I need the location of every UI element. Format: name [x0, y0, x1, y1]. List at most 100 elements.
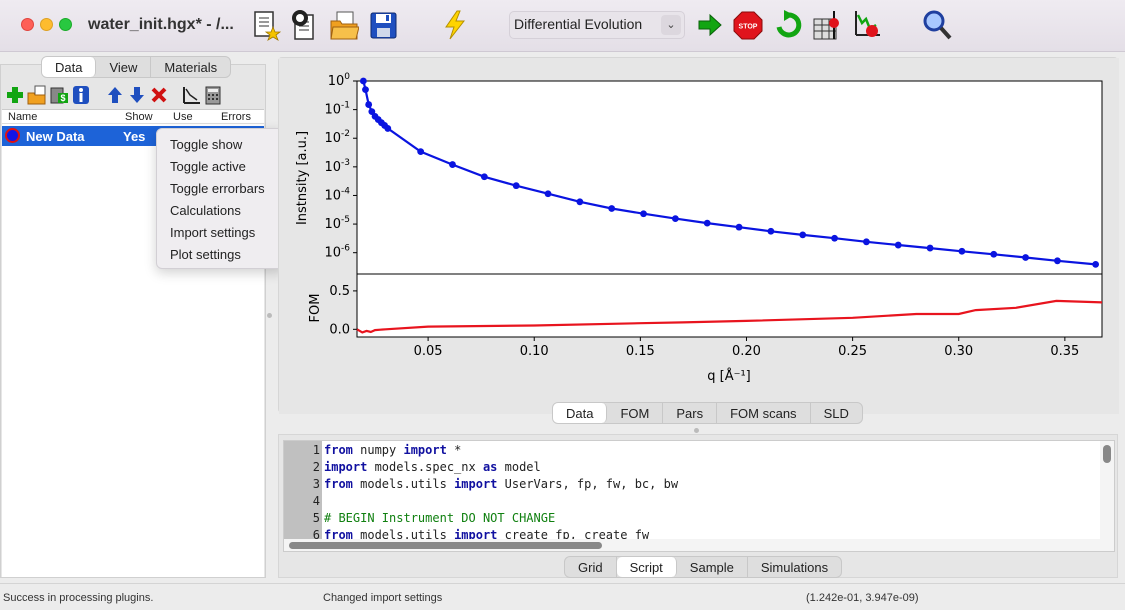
menu-item-calculations[interactable]: Calculations: [170, 203, 241, 218]
x-tick-label: 0.20: [732, 344, 761, 359]
fit-start-icon[interactable]: [696, 9, 726, 41]
stop-icon[interactable]: STOP: [733, 9, 763, 41]
intensity-data-point: [384, 125, 392, 132]
tab-data[interactable]: Data: [42, 57, 97, 77]
intensity-axes-frame: [356, 80, 1103, 275]
line-number-text: 2: [312, 460, 320, 474]
intensity-data-point: [831, 234, 838, 242]
column-use[interactable]: Use: [173, 111, 193, 123]
x-tick-label: 0.15: [626, 344, 655, 359]
intensity-data-point: [544, 190, 552, 198]
add-data-icon[interactable]: [5, 85, 25, 105]
import-data-icon[interactable]: [27, 85, 47, 105]
dataset-name: New Data: [26, 129, 85, 144]
column-name[interactable]: Name: [8, 111, 38, 123]
tab-plot-fom[interactable]: FOM: [607, 403, 664, 423]
delete-data-icon[interactable]: [149, 85, 169, 105]
calculator-icon[interactable]: [203, 85, 223, 105]
intensity-data-point: [894, 241, 902, 249]
move-down-icon[interactable]: [127, 85, 147, 105]
tab-script[interactable]: Script: [616, 557, 677, 577]
title-bar: water_init.hgx* - /... Differential Evol…: [0, 0, 1125, 52]
tab-grid[interactable]: Grid: [565, 557, 617, 577]
intensity-data-point: [926, 244, 934, 252]
editor-vertical-scrollbar[interactable]: [1100, 441, 1114, 551]
tab-materials[interactable]: Materials: [164, 60, 218, 75]
intensity-data-point: [359, 77, 367, 85]
menu-item-toggle-active[interactable]: Toggle active: [170, 159, 246, 174]
tab-sample[interactable]: Sample: [677, 557, 748, 577]
menu-item-plot-settings[interactable]: Plot settings: [170, 247, 241, 262]
scan-parameter-icon[interactable]: [852, 9, 882, 41]
zoom-icon[interactable]: [922, 9, 952, 41]
editor-vertical-scroll-thumb[interactable]: [1103, 445, 1111, 463]
intensity-y-tick-label: 100: [328, 72, 351, 89]
open-model-icon[interactable]: [289, 9, 319, 41]
plot-tabs: Data FOM Pars FOM scans SLD: [552, 402, 863, 424]
code-token: UserVars, fp, fw, bc, bw: [497, 477, 679, 491]
dataset-show-value: Yes: [123, 129, 146, 144]
editor-horizontal-scroll-thumb[interactable]: [289, 542, 602, 549]
intensity-data-point: [671, 215, 679, 223]
code-token: numpy: [352, 443, 404, 457]
intensity-data-point: [608, 205, 616, 212]
code-line[interactable]: from models.utils import UserVars, fp, f…: [324, 477, 678, 494]
menu-item-toggle-show[interactable]: Toggle show: [170, 137, 243, 152]
vertical-splitter-handle[interactable]: [267, 313, 272, 318]
status-bar: Success in processing plugins. Changed i…: [0, 583, 1125, 610]
tab-view[interactable]: View: [96, 57, 152, 77]
move-up-icon[interactable]: [105, 85, 125, 105]
open-folder-icon[interactable]: [329, 9, 360, 41]
simulate-icon[interactable]: [440, 9, 470, 41]
line-number-text: 6: [312, 528, 320, 542]
menu-item-toggle-errorbars[interactable]: Toggle errorbars: [170, 181, 265, 196]
tab-plot-pars[interactable]: Pars: [663, 403, 718, 423]
line-number-text: 4: [312, 494, 320, 508]
code-token: models.utils: [352, 477, 455, 491]
window-title: water_init.hgx* - /...: [88, 16, 234, 33]
left-panel-tabs: Data View Materials: [41, 56, 232, 78]
menu-item-import-settings[interactable]: Import settings: [170, 225, 256, 240]
code-line[interactable]: # BEGIN Instrument DO NOT CHANGE: [324, 511, 555, 528]
script-tabs: Grid Script Sample Simulations: [564, 556, 843, 578]
calculate-errorbars-icon[interactable]: [812, 9, 842, 41]
column-errors[interactable]: Errors: [221, 111, 251, 123]
x-tick-label: 0.05: [414, 344, 443, 359]
algorithm-select[interactable]: Differential Evolution ⌄: [509, 11, 685, 39]
column-show[interactable]: Show: [125, 111, 153, 123]
data-info-icon[interactable]: [71, 85, 91, 105]
fom-y-ticks: 0.0 0.5: [329, 284, 357, 337]
fom-line: [356, 299, 1103, 334]
close-window-button[interactable]: [21, 18, 34, 31]
code-line[interactable]: from numpy import *: [324, 443, 461, 460]
code-token: create_fp, create_fw: [497, 528, 650, 542]
line-number-text: 1: [312, 443, 320, 457]
intensity-y-tick-label: 10-2: [324, 129, 350, 146]
plot-settings-icon[interactable]: [181, 85, 201, 105]
minimize-window-button[interactable]: [40, 18, 53, 31]
intensity-y-tick-label: 10-5: [324, 215, 350, 232]
x-tick-label: 0.30: [944, 344, 973, 359]
x-tick-label: 0.10: [520, 344, 549, 359]
intensity-y-label: Instnsity [a.u.]: [295, 131, 310, 225]
restart-fit-icon[interactable]: [773, 9, 803, 41]
code-token: models.spec_nx: [367, 460, 483, 474]
editor-horizontal-scrollbar[interactable]: [284, 539, 1102, 551]
fom-series: [356, 299, 1103, 334]
tab-simulations[interactable]: Simulations: [760, 560, 829, 575]
horizontal-splitter-handle[interactable]: [694, 428, 699, 433]
save-icon[interactable]: [368, 9, 398, 41]
new-model-icon[interactable]: [251, 9, 282, 41]
code-line[interactable]: import models.spec_nx as model: [324, 460, 541, 477]
maximize-window-button[interactable]: [59, 18, 72, 31]
code-line[interactable]: from models.utils import create_fp, crea…: [324, 528, 649, 545]
data-calculations-icon[interactable]: $: [49, 85, 69, 105]
tab-plot-data[interactable]: Data: [553, 403, 608, 423]
tab-plot-fom-scans[interactable]: FOM scans: [717, 403, 811, 423]
tab-plot-sld[interactable]: SLD: [823, 406, 849, 421]
code-token: import: [403, 443, 447, 457]
intensity-data-point: [767, 227, 775, 235]
data-context-menu: Toggle show Toggle active Toggle errorba…: [156, 128, 285, 269]
dataset-color-marker: [5, 128, 20, 143]
